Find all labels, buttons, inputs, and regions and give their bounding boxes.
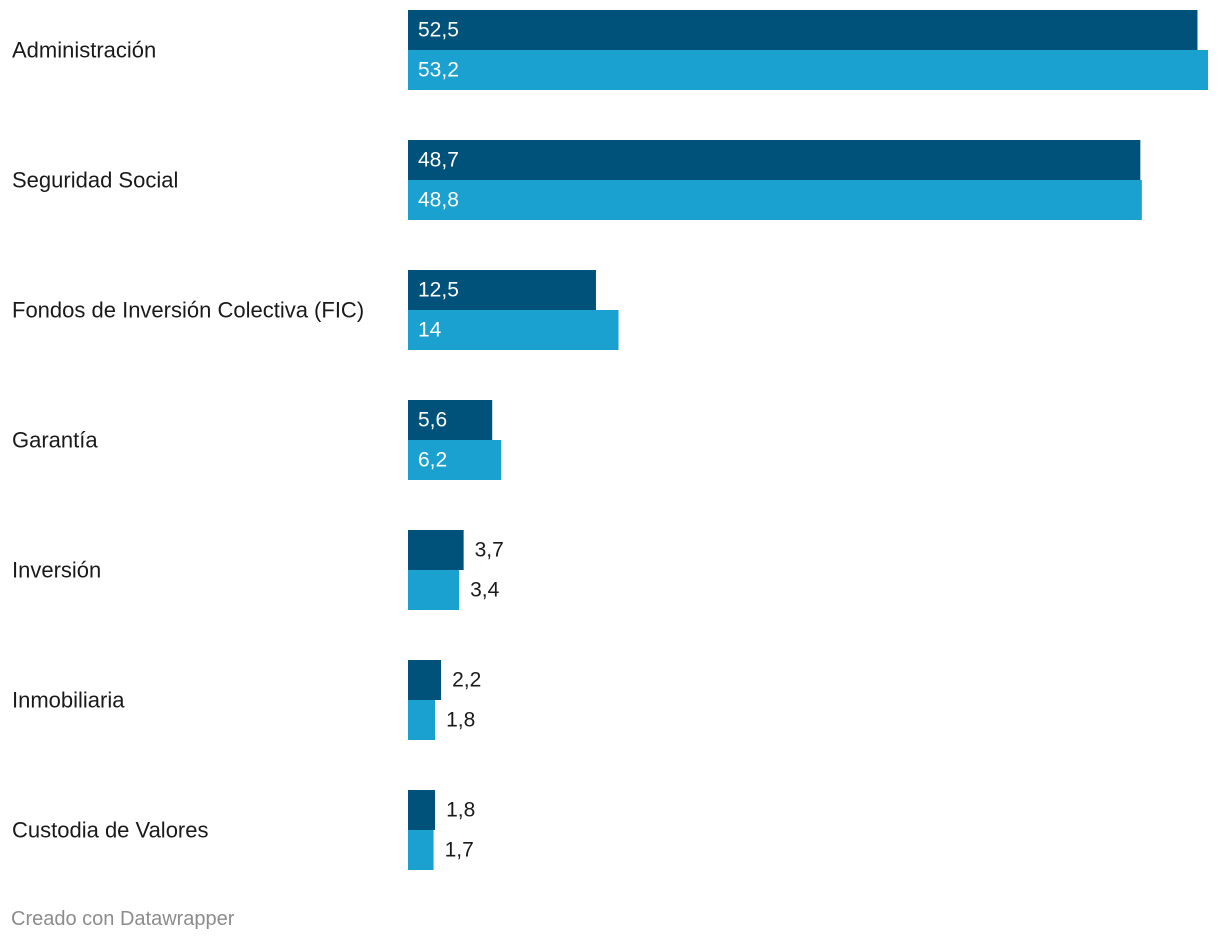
bar-serie-1-garantia[interactable]: [408, 400, 493, 440]
credit-text[interactable]: Creado con Datawrapper: [11, 908, 235, 930]
value-label-serie-2-inversion: 3,4: [470, 579, 500, 602]
value-label-serie-1-custodia-de-valores: 1,8: [446, 799, 475, 822]
category-label-inmobiliaria: Inmobiliaria: [12, 688, 125, 713]
category-label-fondos-de-inversion-colectiva-fic: Fondos de Inversión Colectiva (FIC): [12, 298, 364, 323]
value-labels: 52,5 53,2 48,7 48,8 12,5 14 5,6 6,2 3,7 3,4 2,2 1,8…: [418, 19, 504, 862]
bar-serie-2-inversion[interactable]: [408, 570, 460, 610]
bar-serie-2-garantia[interactable]: [408, 440, 502, 480]
category-label-seguridad-social: Seguridad Social: [12, 168, 178, 193]
bar-serie-2-administracion[interactable]: [408, 50, 1208, 90]
value-label-serie-2-fondos-de-inversion-colectiva-fic: 14: [418, 319, 442, 342]
bar-serie-1-custodia-de-valores[interactable]: [408, 790, 436, 830]
bar-serie-2-inmobiliaria[interactable]: [408, 700, 436, 740]
value-label-serie-2-inmobiliaria: 1,8: [446, 709, 475, 732]
category-labels: Administración Seguridad Social Fondos de …: [12, 38, 364, 843]
value-label-serie-2-administracion: 53,2: [418, 59, 459, 82]
bar-serie-2-fondos-de-inversion-colectiva-fic[interactable]: [408, 310, 619, 350]
bar-serie-2-custodia-de-valores[interactable]: [408, 830, 434, 870]
value-label-serie-1-inmobiliaria: 2,2: [452, 669, 481, 692]
bar-serie-1-administracion[interactable]: [408, 10, 1198, 50]
value-label-serie-1-administracion: 52,5: [418, 19, 459, 42]
value-label-serie-1-fondos-de-inversion-colectiva-fic: 12,5: [418, 279, 459, 302]
value-label-serie-1-inversion: 3,7: [475, 539, 504, 562]
value-label-serie-2-custodia-de-valores: 1,7: [445, 839, 474, 862]
category-label-inversion: Inversión: [12, 558, 101, 583]
category-label-garantia: Garantía: [12, 428, 98, 453]
bar-serie-1-fondos-de-inversion-colectiva-fic[interactable]: [408, 270, 596, 310]
bars: [408, 10, 1208, 870]
category-label-administracion: Administración: [12, 38, 156, 63]
value-label-serie-1-garantia: 5,6: [418, 409, 447, 432]
bar-chart: Administración Seguridad Social Fondos de …: [12, 10, 1208, 870]
value-label-serie-1-seguridad-social: 48,7: [418, 149, 459, 172]
bar-serie-2-seguridad-social[interactable]: [408, 180, 1142, 220]
value-label-serie-2-garantia: 6,2: [418, 449, 447, 472]
category-label-custodia-de-valores: Custodia de Valores: [12, 818, 209, 843]
bar-serie-1-inversion[interactable]: [408, 530, 464, 570]
bar-serie-1-seguridad-social[interactable]: [408, 140, 1141, 180]
value-label-serie-2-seguridad-social: 48,8: [418, 189, 459, 212]
bar-serie-1-inmobiliaria[interactable]: [408, 660, 442, 700]
